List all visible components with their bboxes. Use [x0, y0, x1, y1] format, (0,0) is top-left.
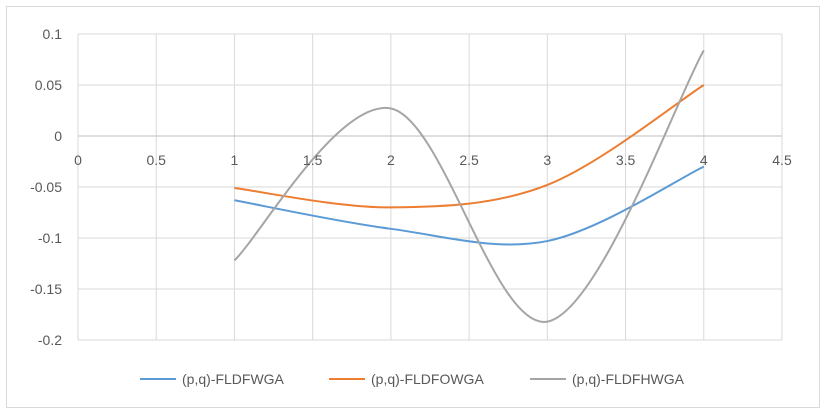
y-tick-label: 0: [54, 128, 62, 144]
series-line-3: [233, 49, 705, 323]
legend-label: (p,q)-FLDFWGA: [182, 371, 285, 387]
legend-item: (p,q)-FLDFOWGA: [329, 371, 484, 387]
legend-item: (p,q)-FLDFHWGA: [530, 371, 685, 387]
x-tick-label: 2.5: [459, 152, 479, 168]
legend: (p,q)-FLDFWGA (p,q)-FLDFOWGA (p,q)-FLDFHWG…: [140, 371, 685, 387]
y-tick-label: 0.05: [35, 77, 62, 93]
y-tick-label: -0.1: [38, 230, 62, 246]
x-tick-label: 1.5: [303, 152, 323, 168]
y-tick-label: 0.1: [43, 26, 63, 42]
legend-item: (p,q)-FLDFWGA: [140, 371, 285, 387]
grid: [77, 33, 783, 341]
x-tick-labels: 0 0.5 1 1.5 2 2.5 3 3.5 4 4.5: [74, 152, 792, 168]
x-tick-label: 1: [231, 152, 239, 168]
y-tick-label: -0.2: [38, 332, 62, 348]
x-tick-label: 0: [74, 152, 82, 168]
series-lines: [233, 49, 705, 323]
legend-label: (p,q)-FLDFOWGA: [371, 371, 484, 387]
y-tick-labels: 0.1 0.05 0 -0.05 -0.1 -0.15 -0.2: [30, 26, 62, 348]
legend-label: (p,q)-FLDFHWGA: [572, 371, 685, 387]
x-tick-label: 4.5: [772, 152, 792, 168]
x-tick-label: 3.5: [616, 152, 636, 168]
x-tick-label: 4: [700, 152, 708, 168]
series-line-1: [234, 165, 705, 246]
y-tick-label: -0.05: [30, 179, 62, 195]
series-line-2: [234, 84, 705, 209]
x-tick-label: 2: [387, 152, 395, 168]
y-tick-label: -0.15: [30, 281, 62, 297]
x-tick-label: 0.5: [146, 152, 166, 168]
x-tick-label: 3: [543, 152, 551, 168]
